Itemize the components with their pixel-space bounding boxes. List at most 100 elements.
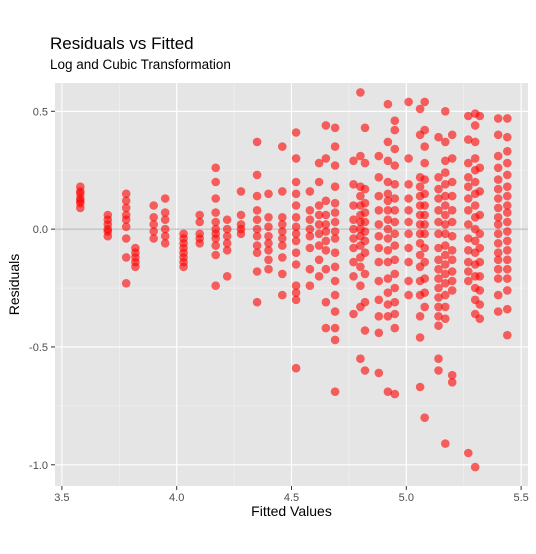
data-point xyxy=(434,293,443,302)
data-point xyxy=(374,295,384,305)
data-point xyxy=(441,290,450,300)
data-point xyxy=(441,191,450,201)
y-axis-ticks: -1.0 -0.5 0.0 0.5 xyxy=(29,106,55,472)
x-tick-label: 5.0 xyxy=(399,492,414,504)
data-point xyxy=(291,260,301,269)
data-point xyxy=(278,213,287,222)
data-point xyxy=(420,97,430,107)
data-point xyxy=(374,328,384,338)
data-point xyxy=(464,158,473,168)
data-point xyxy=(390,144,400,154)
data-point xyxy=(434,366,443,375)
data-point xyxy=(330,276,340,286)
data-point xyxy=(493,229,503,239)
data-point xyxy=(121,222,131,232)
data-point xyxy=(291,213,301,222)
data-point xyxy=(349,180,358,189)
data-point xyxy=(356,281,365,291)
data-point xyxy=(493,194,503,203)
data-point xyxy=(383,177,393,187)
data-point xyxy=(434,243,443,253)
data-point xyxy=(356,151,365,161)
data-point xyxy=(278,227,287,236)
data-point xyxy=(222,246,232,255)
data-point xyxy=(383,300,393,309)
data-point xyxy=(441,439,450,448)
data-point xyxy=(360,217,370,227)
data-point xyxy=(349,201,358,210)
data-point xyxy=(314,210,324,220)
data-point xyxy=(464,206,473,215)
data-point xyxy=(305,231,315,241)
data-point xyxy=(493,151,503,161)
data-point xyxy=(434,132,443,142)
data-point xyxy=(447,370,457,380)
data-point xyxy=(420,413,430,423)
data-point xyxy=(305,224,315,234)
data-point xyxy=(160,239,170,248)
data-point xyxy=(330,217,340,227)
data-point xyxy=(252,137,262,147)
data-point xyxy=(441,201,450,210)
data-point xyxy=(390,217,400,227)
data-point xyxy=(264,264,273,274)
data-point xyxy=(291,363,301,373)
data-point xyxy=(349,234,358,243)
data-point xyxy=(291,229,301,239)
data-point xyxy=(475,163,485,173)
data-point xyxy=(493,213,503,222)
data-point xyxy=(493,290,503,300)
data-point xyxy=(383,206,393,215)
data-point xyxy=(475,111,485,121)
data-point xyxy=(160,224,170,234)
data-point xyxy=(420,288,430,298)
data-point xyxy=(330,262,340,272)
data-point xyxy=(360,326,370,335)
data-point xyxy=(441,260,450,269)
data-point xyxy=(121,234,131,243)
data-point xyxy=(374,151,384,161)
data-point xyxy=(470,121,480,130)
data-point xyxy=(360,208,370,217)
data-point xyxy=(447,154,457,163)
data-point xyxy=(493,114,503,123)
data-point xyxy=(383,224,393,234)
data-point xyxy=(441,137,450,147)
data-point xyxy=(264,222,273,232)
data-point xyxy=(252,241,262,250)
data-point xyxy=(305,243,315,253)
x-axis-ticks: 3.5 4.0 4.5 5.0 5.5 xyxy=(54,486,529,504)
data-point xyxy=(420,243,430,253)
data-point xyxy=(383,189,393,199)
data-point xyxy=(252,297,262,307)
data-point xyxy=(383,312,393,321)
data-point xyxy=(374,368,384,378)
data-point xyxy=(404,276,413,286)
data-point xyxy=(390,116,400,125)
data-point xyxy=(264,189,273,199)
data-point xyxy=(475,300,485,309)
data-point xyxy=(464,257,473,267)
data-point xyxy=(475,257,485,267)
data-point xyxy=(464,182,473,191)
data-point xyxy=(503,208,512,217)
data-point xyxy=(441,314,450,324)
data-point xyxy=(160,215,170,224)
data-point xyxy=(211,241,220,250)
data-point xyxy=(374,276,384,286)
data-point xyxy=(390,297,400,307)
data-point xyxy=(360,198,370,208)
y-tick-label: -1.0 xyxy=(29,460,48,472)
data-point xyxy=(314,255,324,265)
data-point xyxy=(493,203,503,213)
data-point xyxy=(493,184,503,194)
data-point xyxy=(330,307,340,316)
data-point xyxy=(211,250,220,260)
data-point xyxy=(76,203,85,213)
data-point xyxy=(383,234,393,243)
data-point xyxy=(349,257,358,267)
data-point xyxy=(503,170,512,180)
x-tick-label: 3.5 xyxy=(54,492,69,504)
data-point xyxy=(321,323,331,333)
data-point xyxy=(252,231,262,241)
